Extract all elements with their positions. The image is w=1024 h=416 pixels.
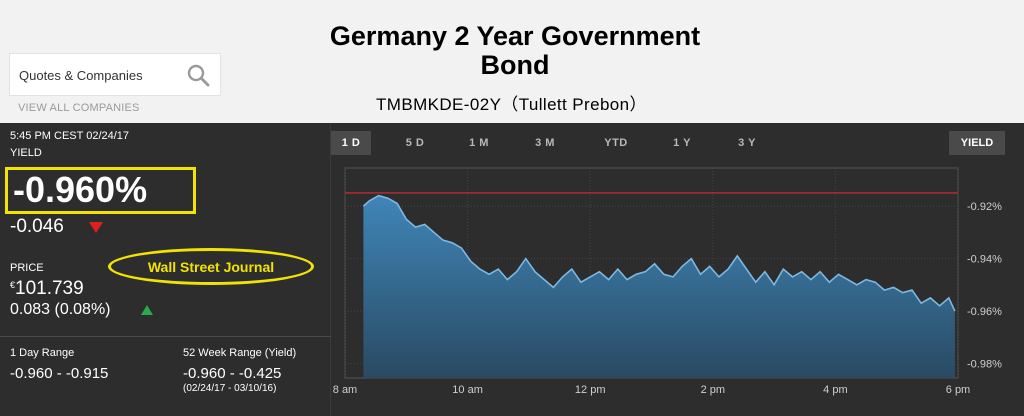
y-tick-label: -0.96% xyxy=(967,306,1002,318)
search-icon[interactable] xyxy=(186,63,210,87)
week52-range-value: -0.960 - -0.425 xyxy=(183,365,282,382)
x-tick-label: 10 am xyxy=(452,384,483,396)
price-value-group: €101.739 xyxy=(10,278,84,300)
page-subtitle: TMBMKDE-02Y（Tullett Prebon） xyxy=(376,95,647,114)
tab-ytd[interactable]: YTD xyxy=(604,137,628,149)
header-area: Quotes & Companies VIEW ALL COMPANIES Ge… xyxy=(0,0,1024,123)
day-range-label: 1 Day Range xyxy=(10,347,75,359)
x-tick-label: 6 pm xyxy=(946,384,970,396)
title-line-1: Germany 2 Year Government xyxy=(329,21,701,51)
search-placeholder: Quotes & Companies xyxy=(19,68,143,83)
x-tick-label: 2 pm xyxy=(701,384,725,396)
tab-3y[interactable]: 3 Y xyxy=(738,137,756,149)
y-tick-label: -0.94% xyxy=(967,254,1002,266)
yield-label: YIELD xyxy=(10,147,42,159)
title-line-2: Bond xyxy=(480,50,550,80)
y-tick-label: -0.98% xyxy=(967,359,1002,371)
price-value: 101.739 xyxy=(15,278,84,299)
tab-1m[interactable]: 1 M xyxy=(469,137,489,149)
quote-panel: 5:45 PM CEST 02/24/17 YIELD -0.960% -0.0… xyxy=(0,123,1024,416)
page-title: Germany 2 Year Government Bond xyxy=(300,22,730,80)
tab-3m[interactable]: 3 M xyxy=(535,137,555,149)
tab-5d[interactable]: 5 D xyxy=(405,137,425,149)
x-tick-label: 8 am xyxy=(333,384,357,396)
divider xyxy=(0,336,331,337)
yield-chart: 8 am 10 am 12 pm 2 pm 4 pm 6 pm -0.92%-0.94%-… xyxy=(333,167,1002,396)
yield-value: -0.960% xyxy=(13,169,148,210)
yield-line xyxy=(362,194,956,312)
tab-1y[interactable]: 1 Y xyxy=(673,137,691,149)
quote-summary: 5:45 PM CEST 02/24/17 YIELD -0.960% -0.0… xyxy=(0,123,331,416)
x-axis: 8 am 10 am 12 pm 2 pm 4 pm 6 pm xyxy=(333,384,970,396)
search-input[interactable]: Quotes & Companies xyxy=(9,53,221,96)
y-tick-label: -0.92% xyxy=(967,201,1002,213)
yield-highlight-box: -0.960% xyxy=(5,167,196,214)
yield-change: -0.046 xyxy=(10,216,64,237)
week52-range-dates: (02/24/17 - 03/10/16) xyxy=(183,383,277,394)
x-tick-label: 4 pm xyxy=(823,384,847,396)
currency-symbol: € xyxy=(10,280,16,290)
price-change: 0.083 (0.08%) xyxy=(10,301,111,318)
yield-area xyxy=(363,195,955,378)
y-axis: -0.92% -0.94% -0.96% -0.98% xyxy=(967,201,1002,371)
price-label: PRICE xyxy=(10,262,44,274)
x-tick-label: 12 pm xyxy=(575,384,606,396)
tab-1d[interactable]: 1 D xyxy=(331,131,371,155)
annotation-text: Wall Street Journal xyxy=(147,258,275,275)
down-arrow-icon xyxy=(89,222,103,233)
annotation-oval: Wall Street Journal xyxy=(108,248,314,285)
yield-toggle-button[interactable]: YIELD xyxy=(949,131,1005,155)
week52-range-label: 52 Week Range (Yield) xyxy=(183,347,297,359)
quote-timestamp: 5:45 PM CEST 02/24/17 xyxy=(10,130,130,142)
view-all-companies-link[interactable]: VIEW ALL COMPANIES xyxy=(18,102,140,114)
up-arrow-icon xyxy=(141,305,153,315)
day-range-value: -0.960 - -0.915 xyxy=(10,365,109,382)
